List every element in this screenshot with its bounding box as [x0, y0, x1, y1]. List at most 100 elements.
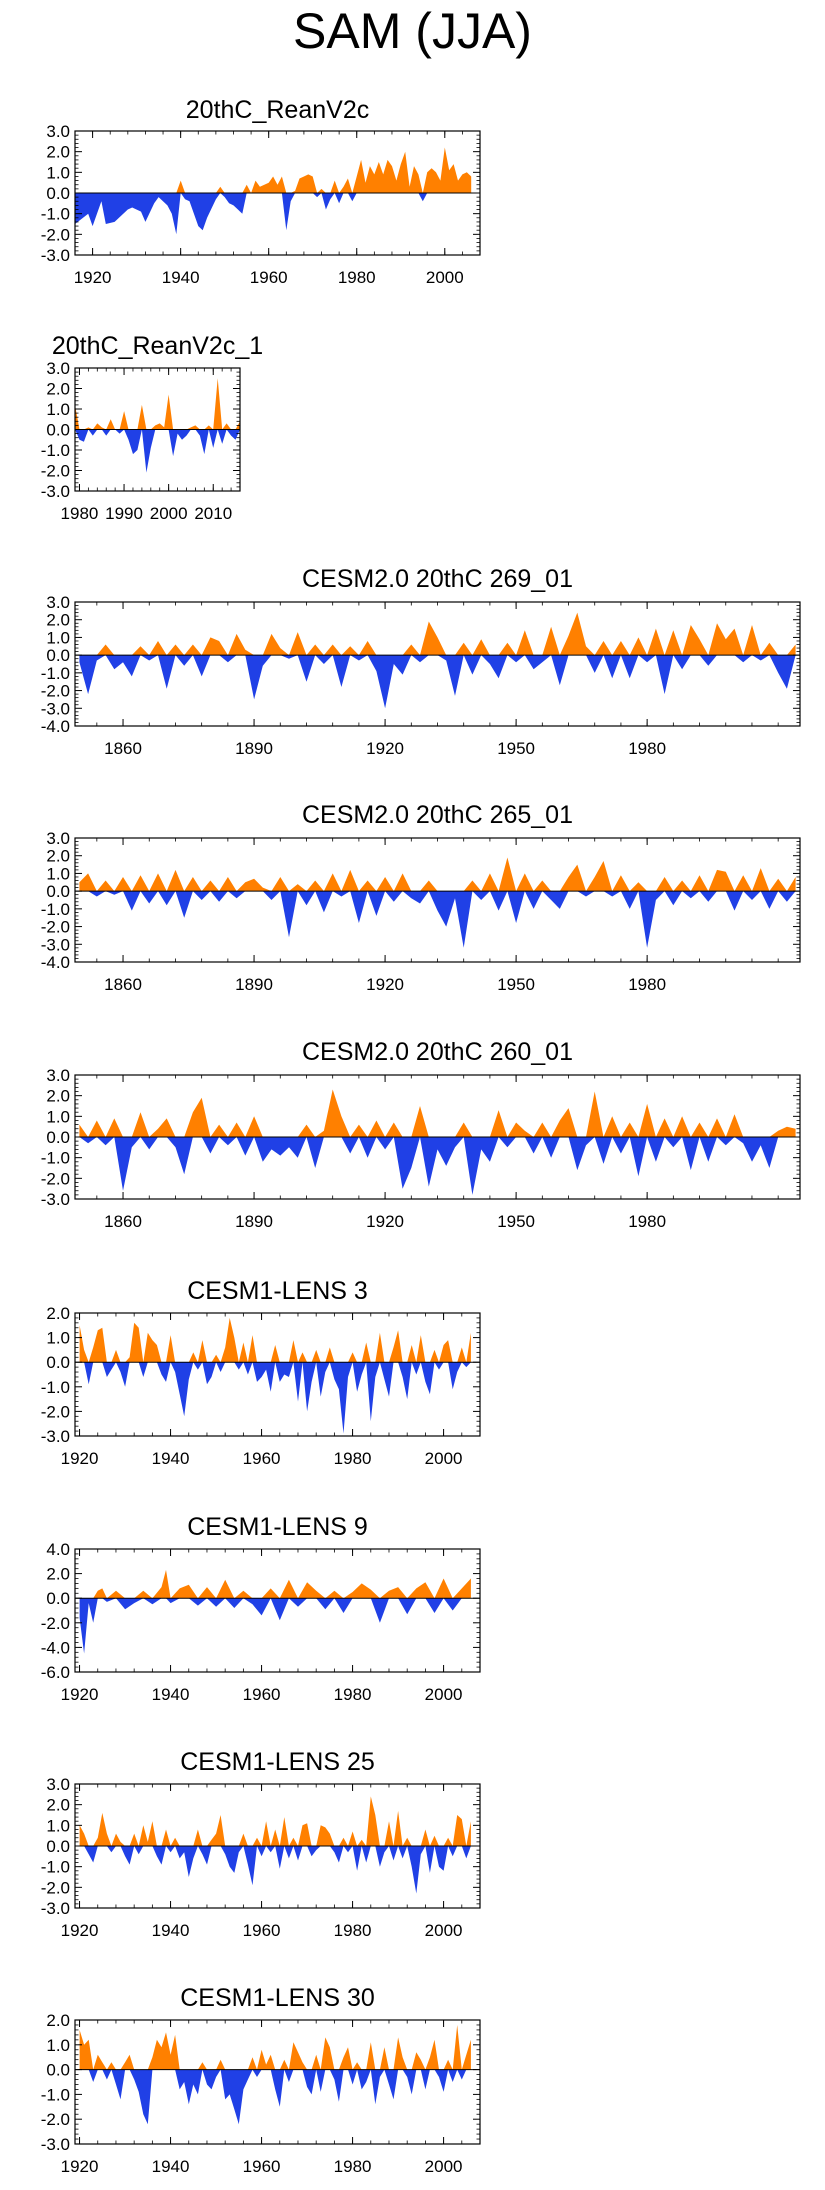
- x-tick-label: 2000: [150, 504, 188, 523]
- positive-area: [75, 378, 240, 430]
- x-tick-label: 2000: [425, 1921, 463, 1940]
- x-tick-label: 1940: [162, 268, 200, 287]
- y-tick-label: 0.0: [46, 1837, 70, 1856]
- positive-area: [79, 1569, 471, 1599]
- chart-panel: CESM2.0 20thC 269_01 3.02.01.00.0-1.0-2.0…: [41, 565, 801, 758]
- chart-panel: 20thC_ReanV2c 3.0 2.01.0 0.0 -1.0-2.0 -3.0192…: [41, 96, 481, 287]
- y-tick-label: -3.0: [41, 482, 70, 501]
- y-tick-label: 0.0: [46, 646, 70, 665]
- y-tick-label: 1.0: [46, 1816, 70, 1835]
- x-tick-label: 1980: [628, 739, 666, 758]
- y-tick-label: -2.0: [41, 225, 70, 244]
- x-tick-label: 1890: [235, 1212, 273, 1231]
- x-tick-label: 1940: [152, 2157, 190, 2176]
- y-tick-label: 1.0: [46, 1329, 70, 1348]
- x-tick-label: 1940: [152, 1921, 190, 1940]
- x-tick-label: 2010: [194, 504, 232, 523]
- positive-area: [79, 2025, 471, 2070]
- y-tick-label: 3.0: [46, 122, 70, 141]
- x-tick-label: 1860: [104, 1212, 142, 1231]
- y-tick-label: 0.0: [46, 882, 70, 901]
- x-tick-label: 1940: [152, 1685, 190, 1704]
- y-tick-label: -1.0: [41, 441, 70, 460]
- negative-area: [79, 1362, 471, 1434]
- y-tick-label: -1.0: [41, 1858, 70, 1877]
- y-tick-label: -1.0: [41, 1149, 70, 1168]
- chart-panel: CESM2.0 20thC 260_01 3.0 2.01.0 0.0 -1.0-2.0…: [41, 1038, 801, 1231]
- y-tick-label: 3.0: [46, 1775, 70, 1794]
- x-tick-label: 1980: [338, 268, 376, 287]
- y-tick-label: -3.0: [41, 1190, 70, 1209]
- x-tick-label: 1860: [104, 975, 142, 994]
- x-tick-label: 1890: [235, 739, 273, 758]
- chart-panel: CESM1-LENS 9 4.0 2.0 0.0 -2.0 -4.0 -6.0 1920 194…: [41, 1513, 481, 1704]
- x-tick-label: 1960: [243, 1685, 281, 1704]
- chart-title: CESM1-LENS 30: [180, 1984, 375, 2012]
- y-tick-label: 2.0: [46, 2011, 70, 2030]
- positive-area: [75, 147, 472, 193]
- y-tick-label: -2.0: [41, 462, 70, 481]
- y-tick-label: 0.0: [46, 421, 70, 440]
- y-tick-label: 0.0: [46, 2061, 70, 2080]
- x-tick-label: 1980: [61, 504, 99, 523]
- x-tick-label: 2000: [425, 1449, 463, 1468]
- y-tick-label: -3.0: [41, 246, 70, 265]
- plot-frame: [74, 1312, 481, 1437]
- chart-panel: CESM1-LENS 25 3.0 2.01.0 0.0 -1.0-2.0 -3.0 192…: [41, 1748, 481, 1940]
- chart-title: CESM2.0 20thC 260_01: [302, 1038, 573, 1066]
- chart-title: CESM2.0 20thC 265_01: [302, 801, 573, 829]
- chart-title: 20thC_ReanV2c: [186, 96, 369, 124]
- y-tick-label: -2.0: [41, 918, 70, 937]
- x-tick-label: 1950: [497, 1212, 535, 1231]
- y-tick-label: 0.0: [46, 1353, 70, 1372]
- x-tick-label: 1980: [628, 1212, 666, 1231]
- y-tick-label: -1.0: [41, 664, 70, 683]
- x-tick-label: 1920: [74, 268, 112, 287]
- y-tick-label: -1.0: [41, 1378, 70, 1397]
- y-tick-label: 0.0: [46, 184, 70, 203]
- chart-panel: CESM1-LENS 3 2.0 1.0 0.0 -1.0 -2.0 -3.0 1920 194…: [41, 1277, 481, 1468]
- y-tick-label: -1.0: [41, 900, 70, 919]
- y-tick-label: -3.0: [41, 699, 70, 718]
- x-tick-label: 1920: [61, 2157, 99, 2176]
- y-tick-label: 1.0: [46, 2036, 70, 2055]
- negative-area: [79, 1598, 471, 1654]
- negative-area: [75, 193, 472, 235]
- y-tick-label: -2.0: [41, 1878, 70, 1897]
- x-tick-label: 2000: [425, 2157, 463, 2176]
- y-tick-label: 2.0: [46, 1087, 70, 1106]
- positive-area: [79, 1796, 471, 1846]
- x-tick-label: 1920: [61, 1921, 99, 1940]
- positive-area: [79, 612, 796, 656]
- y-tick-label: 1.0: [46, 400, 70, 419]
- negative-area: [79, 2069, 471, 2125]
- y-tick-label: -2.0: [41, 1169, 70, 1188]
- x-tick-label: 1980: [334, 1921, 372, 1940]
- chart-panel: 20thC_ReanV2c_13.0 2.01.0 0.0-1.0 -2.0-3.0 1…: [41, 332, 263, 523]
- x-tick-label: 1920: [61, 1685, 99, 1704]
- y-tick-label: -4.0: [41, 717, 70, 736]
- y-tick-label: 2.0: [46, 1304, 70, 1323]
- x-tick-label: 1920: [366, 975, 404, 994]
- y-tick-label: -3.0: [41, 935, 70, 954]
- y-tick-label: 2.0: [46, 847, 70, 866]
- y-tick-label: 1.0: [46, 864, 70, 883]
- x-tick-label: 1950: [497, 739, 535, 758]
- chart-title: CESM1-LENS 25: [180, 1748, 375, 1776]
- chart-title: 20thC_ReanV2c_1: [52, 332, 263, 360]
- x-tick-label: 1980: [334, 1685, 372, 1704]
- x-tick-label: 1920: [61, 1449, 99, 1468]
- negative-area: [79, 655, 796, 709]
- negative-area: [79, 1846, 471, 1894]
- x-tick-label: 1990: [105, 504, 143, 523]
- y-tick-label: 3.0: [46, 829, 70, 848]
- positive-area: [79, 1317, 471, 1363]
- chart-title: CESM1-LENS 9: [187, 1513, 368, 1541]
- y-tick-label: -3.0: [41, 1427, 70, 1446]
- positive-area: [79, 1089, 796, 1137]
- x-tick-label: 1920: [366, 739, 404, 758]
- y-tick-label: -2.0: [41, 1402, 70, 1421]
- x-tick-label: 1980: [334, 1449, 372, 1468]
- y-tick-label: 0.0: [46, 1128, 70, 1147]
- chart-title: CESM2.0 20thC 269_01: [302, 565, 573, 593]
